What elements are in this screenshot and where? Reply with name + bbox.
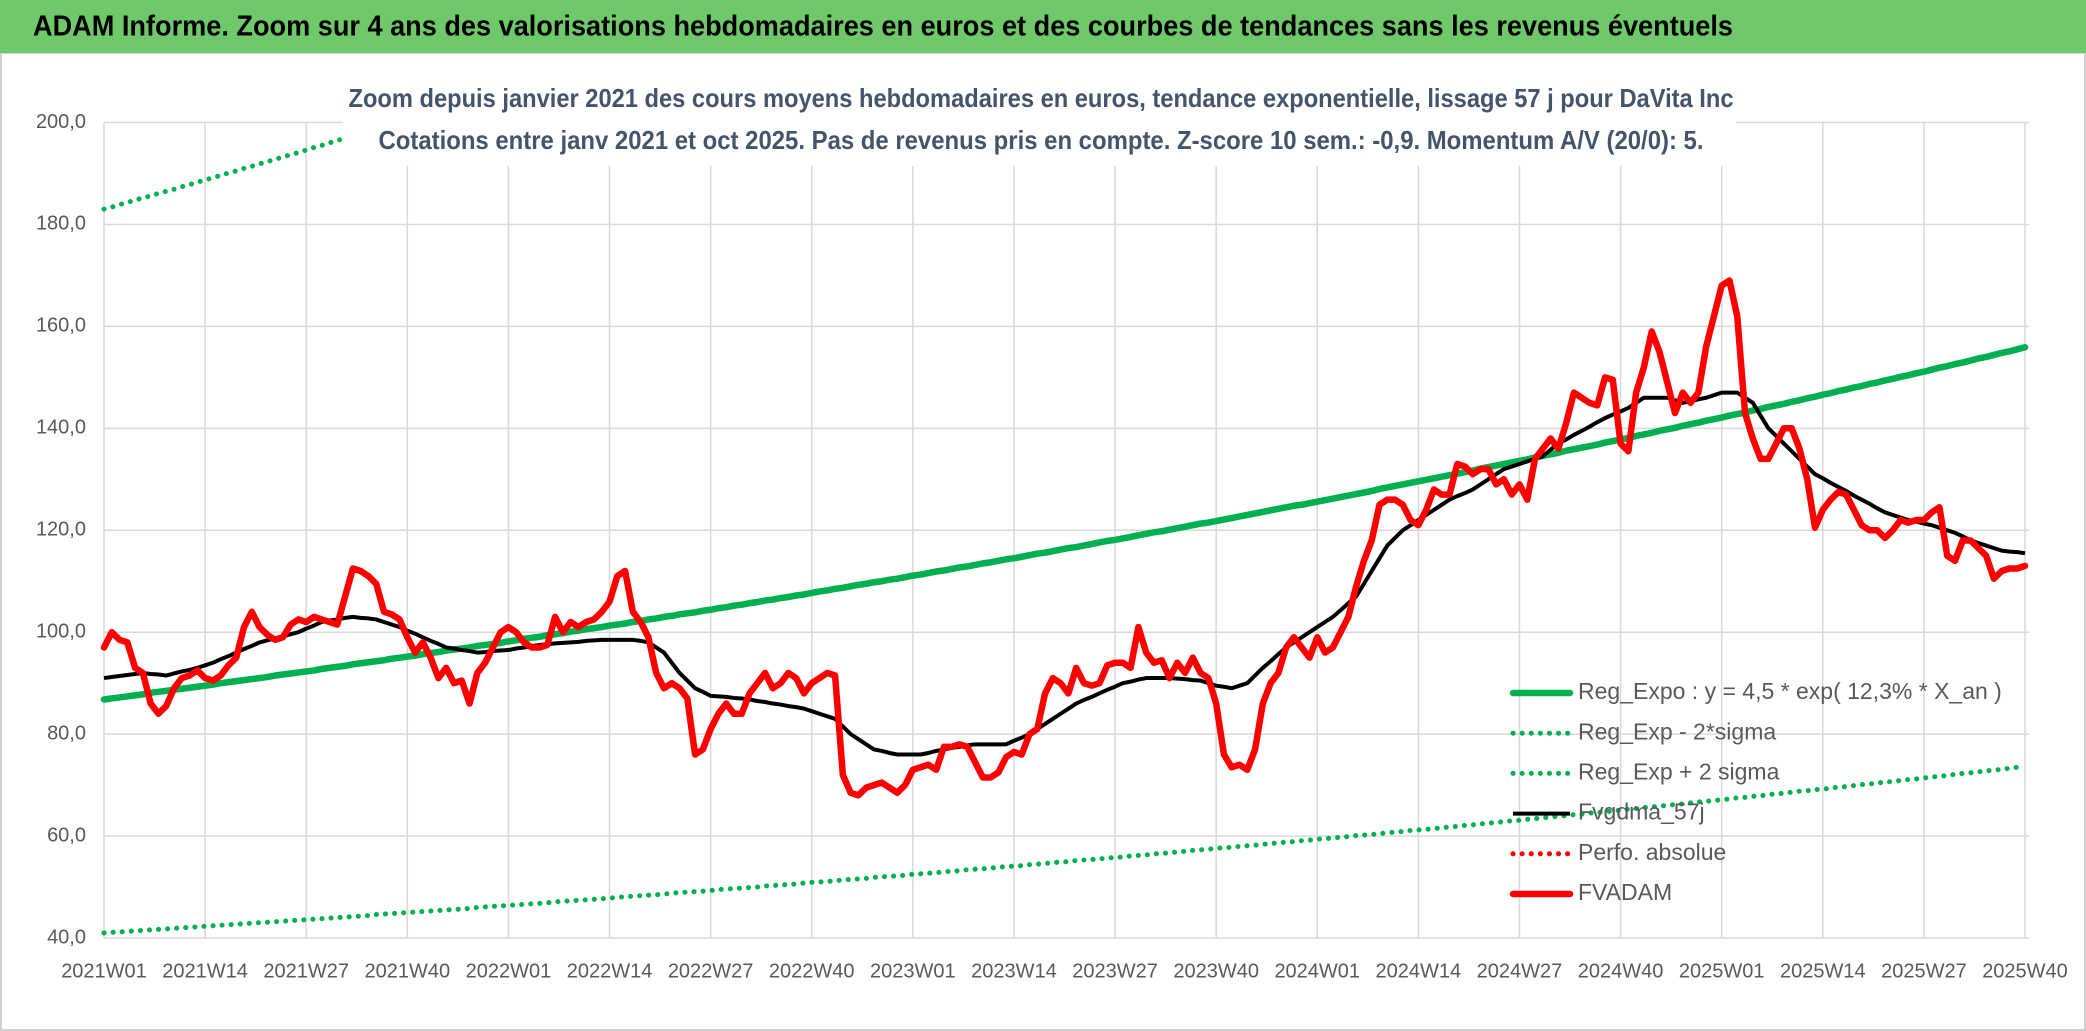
legend-label: Reg_Exp - 2*sigma <box>1578 718 1776 744</box>
y-tick-label: 140,0 <box>36 417 86 439</box>
x-tick-label: 2025W01 <box>1679 960 1765 982</box>
header-bar <box>0 0 2086 53</box>
series-line <box>103 390 2026 757</box>
x-tick-label: 2024W14 <box>1376 960 1462 982</box>
x-tick-label: 2024W40 <box>1578 960 1664 982</box>
series-line <box>100 344 2029 703</box>
series <box>100 119 2029 936</box>
subtitle-line: Zoom depuis janvier 2021 des cours moyen… <box>349 83 1734 113</box>
x-tick-label: 2025W14 <box>1780 960 1866 982</box>
y-tick-label: 100,0 <box>36 620 86 642</box>
legend-label: Reg_Expo : y = 4,5 * exp( 12,3% * X_an ) <box>1578 678 2002 704</box>
y-tick-label: 80,0 <box>47 722 86 744</box>
x-tick-label: 2023W14 <box>971 960 1057 982</box>
x-tick-label: 2021W27 <box>263 960 349 982</box>
legend-label: Perfo. absolue <box>1578 839 1726 865</box>
x-tick-label: 2022W40 <box>769 960 855 982</box>
y-tick-label: 160,0 <box>36 315 86 337</box>
x-tick-label: 2023W01 <box>870 960 956 982</box>
x-tick-label: 2024W01 <box>1274 960 1360 982</box>
x-tick-label: 2022W14 <box>567 960 653 982</box>
legend-label: Reg_Exp + 2 sigma <box>1578 758 1780 784</box>
x-tick-label: 2021W01 <box>61 960 147 982</box>
x-tick-label: 2024W27 <box>1477 960 1563 982</box>
subtitle-line: Cotations entre janv 2021 et oct 2025. P… <box>379 125 1704 155</box>
subtitle-box <box>343 77 1736 166</box>
y-tick-label: 200,0 <box>36 111 86 133</box>
legend: Reg_Expo : y = 4,5 * exp( 12,3% * X_an )… <box>1509 678 2002 905</box>
series-line <box>101 764 2028 936</box>
x-tick-label: 2023W40 <box>1173 960 1259 982</box>
x-tick-label: 2022W27 <box>668 960 754 982</box>
chart-title: ADAM Informe. Zoom sur 4 ans des valoris… <box>33 11 1733 43</box>
y-tick-label: 40,0 <box>47 926 86 948</box>
x-tick-label: 2022W01 <box>466 960 552 982</box>
x-tick-label: 2025W27 <box>1881 960 1967 982</box>
legend-label: Fvgdma_57j <box>1578 799 1705 825</box>
y-tick-label: 60,0 <box>47 824 86 846</box>
y-tick-label: 180,0 <box>36 213 86 235</box>
legend-label: FVADAM <box>1578 879 1672 905</box>
x-tick-label: 2025W40 <box>1982 960 2068 982</box>
x-tick-label: 2023W27 <box>1072 960 1158 982</box>
y-tick-label: 120,0 <box>36 519 86 541</box>
series-line <box>100 277 2029 799</box>
x-tick-label: 2021W40 <box>365 960 451 982</box>
x-tick-label: 2021W14 <box>162 960 248 982</box>
